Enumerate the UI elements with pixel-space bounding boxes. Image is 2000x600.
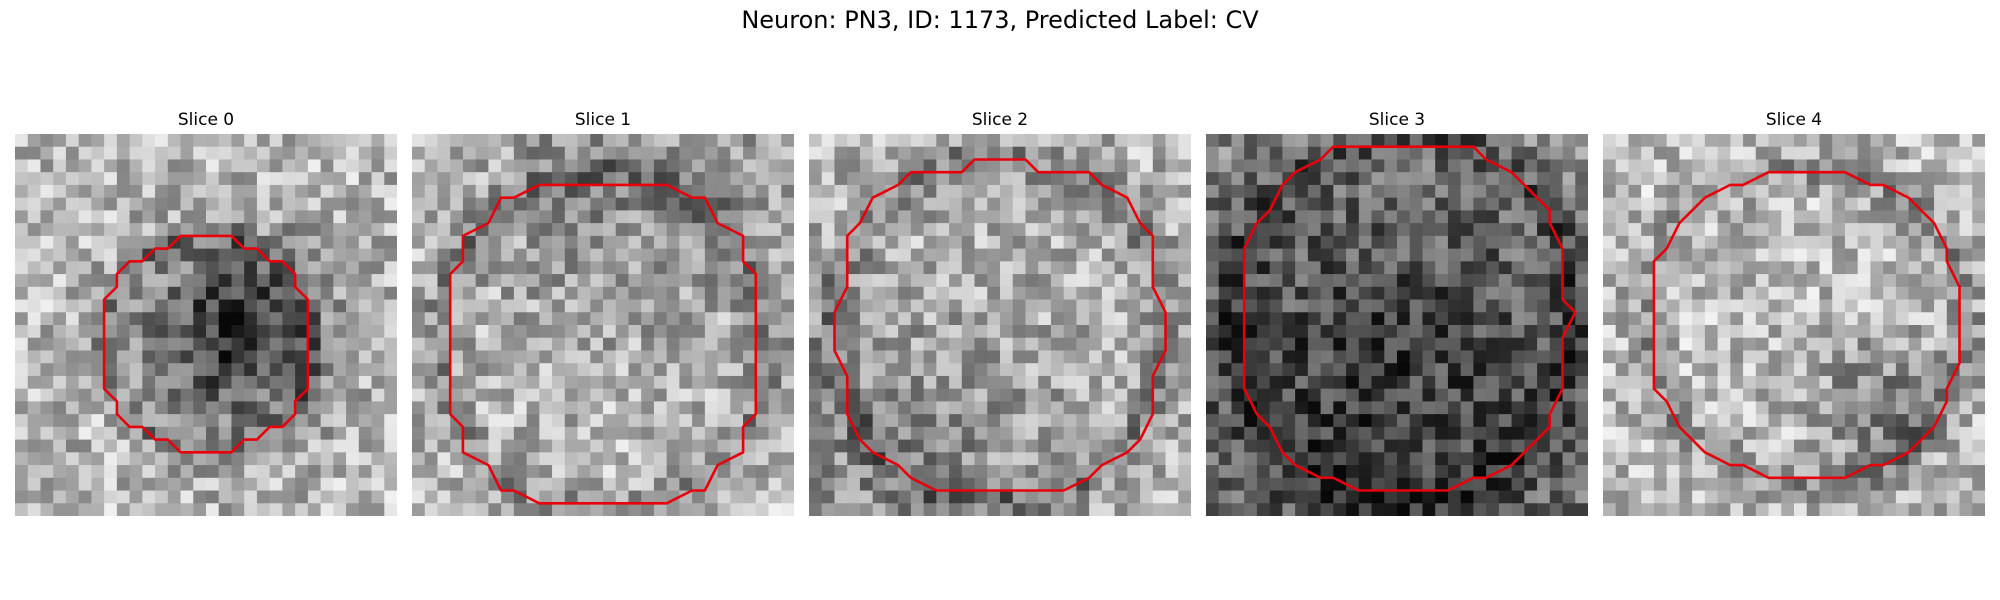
slice-panel-4: Slice 4 [1603,108,1985,516]
slice-image-2 [809,134,1191,516]
segmentation-contour [448,183,758,505]
slice-panel-3: Slice 3 [1206,108,1588,516]
figure-title: Neuron: PN3, ID: 1173, Predicted Label: … [741,6,1259,34]
slice-canvas [809,134,1191,516]
segmentation-contour [1242,145,1577,492]
slice-image-0 [15,134,397,516]
slice-image-4 [1603,134,1985,516]
slice-title-1: Slice 1 [574,110,632,130]
slice-canvas [15,134,397,516]
slice-title-0: Slice 0 [177,110,235,130]
segmentation-contour [1652,170,1961,480]
slice-title-3: Slice 3 [1368,110,1426,130]
slice-canvas [412,134,794,516]
slice-image-1 [412,134,794,516]
segmentation-contour [102,234,310,454]
slice-canvas [1206,134,1588,516]
slice-panel-0: Slice 0 [15,108,397,516]
slice-title-2: Slice 2 [971,110,1029,130]
segmentation-contour [833,158,1167,492]
slice-canvas [1603,134,1985,516]
slice-panel-1: Slice 1 [412,108,794,516]
slice-panel-2: Slice 2 [809,108,1191,516]
slice-title-4: Slice 4 [1765,110,1823,130]
slice-image-3 [1206,134,1588,516]
